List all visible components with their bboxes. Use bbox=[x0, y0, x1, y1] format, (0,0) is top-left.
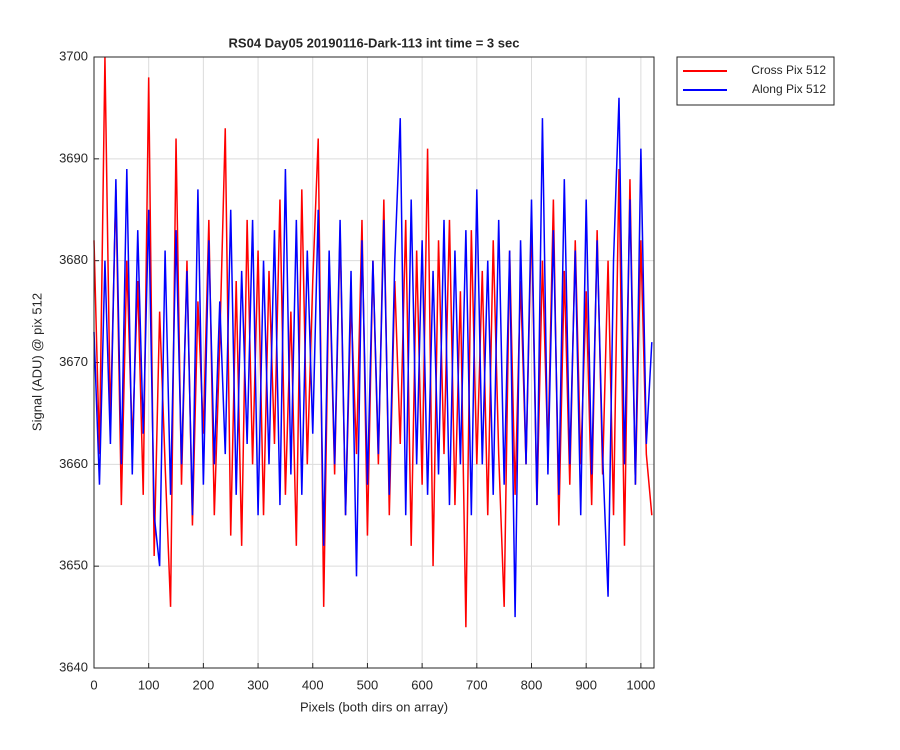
y-tick-label: 3640 bbox=[59, 659, 88, 674]
x-axis-label: Pixels (both dirs on array) bbox=[300, 699, 448, 714]
x-tick-label: 400 bbox=[302, 677, 324, 692]
legend-box bbox=[676, 56, 835, 106]
legend-label: Along Pix 512 bbox=[752, 82, 826, 96]
y-tick-label: 3660 bbox=[59, 456, 88, 471]
x-tick-label: 600 bbox=[411, 677, 433, 692]
plot-frame bbox=[93, 56, 655, 669]
x-tick-label: 800 bbox=[521, 677, 543, 692]
y-tick-label: 3700 bbox=[59, 48, 88, 63]
data-line bbox=[93, 97, 653, 618]
legend-label: Cross Pix 512 bbox=[751, 63, 826, 77]
x-tick-label: 1000 bbox=[626, 677, 655, 692]
x-tick-label: 300 bbox=[247, 677, 269, 692]
y-axis-label: Signal (ADU) @ pix 512 bbox=[29, 293, 44, 431]
y-tick-label: 3650 bbox=[59, 558, 88, 573]
y-tick-label: 3690 bbox=[59, 150, 88, 165]
x-tick-label: 0 bbox=[90, 677, 97, 692]
x-tick-label: 700 bbox=[466, 677, 488, 692]
y-tick-label: 3680 bbox=[59, 252, 88, 267]
y-tick-label: 3670 bbox=[59, 354, 88, 369]
x-tick-label: 500 bbox=[357, 677, 379, 692]
chart-title: RS04 Day05 20190116-Dark-113 int time = … bbox=[229, 35, 520, 50]
x-tick-label: 100 bbox=[138, 677, 160, 692]
legend: Cross Pix 512 Along Pix 512 bbox=[676, 56, 835, 106]
x-tick-label: 200 bbox=[193, 677, 215, 692]
x-tick-label: 900 bbox=[575, 677, 597, 692]
